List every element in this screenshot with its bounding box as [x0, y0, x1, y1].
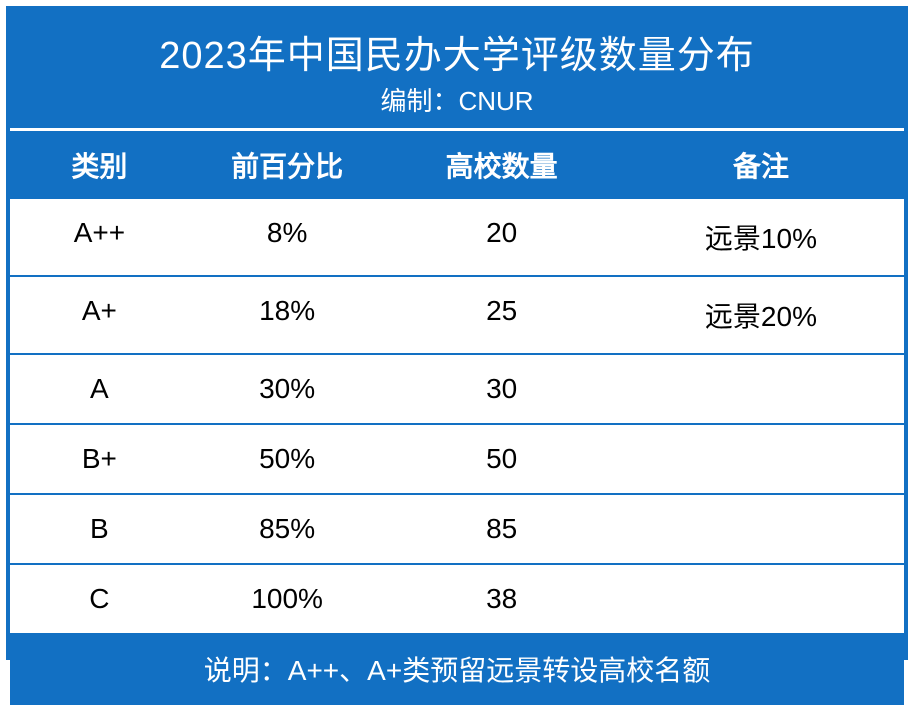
title-sub: 编制：CNUR	[10, 81, 904, 118]
cell-note	[618, 373, 904, 405]
cell-category: A+	[10, 295, 189, 335]
title-block: 2023年中国民办大学评级数量分布 编制：CNUR	[10, 10, 904, 128]
table-row: A 30% 30	[10, 355, 904, 425]
cell-percentile: 50%	[189, 443, 386, 475]
table-row: B 85% 85	[10, 495, 904, 565]
rows-container: A++ 8% 20 远景10% A+ 18% 25 远景20% A 30% 30…	[10, 199, 904, 633]
cell-category: A++	[10, 217, 189, 257]
footer-note: 说明：A++、A+类预留远景转设高校名额	[10, 633, 904, 705]
table-row: B+ 50% 50	[10, 425, 904, 495]
cell-percentile: 100%	[189, 583, 386, 615]
table-row: C 100% 38	[10, 565, 904, 633]
cell-category: B	[10, 513, 189, 545]
cell-note: 远景10%	[618, 217, 904, 257]
cell-note	[618, 513, 904, 545]
col-header-percentile: 前百分比	[189, 145, 386, 185]
cell-count: 50	[385, 443, 617, 475]
cell-category: A	[10, 373, 189, 405]
header-row: 类别 前百分比 高校数量 备注	[10, 128, 904, 199]
cell-count: 85	[385, 513, 617, 545]
cell-percentile: 8%	[189, 217, 386, 257]
cell-percentile: 85%	[189, 513, 386, 545]
table-row: A+ 18% 25 远景20%	[10, 277, 904, 355]
title-main: 2023年中国民办大学评级数量分布	[10, 24, 904, 79]
cell-count: 38	[385, 583, 617, 615]
cell-percentile: 18%	[189, 295, 386, 335]
cell-note	[618, 583, 904, 615]
cell-category: B+	[10, 443, 189, 475]
col-header-category: 类别	[10, 145, 189, 185]
cell-count: 25	[385, 295, 617, 335]
rating-table: 2023年中国民办大学评级数量分布 编制：CNUR 类别 前百分比 高校数量 备…	[6, 6, 908, 660]
col-header-count: 高校数量	[385, 145, 617, 185]
cell-note: 远景20%	[618, 295, 904, 335]
table-row: A++ 8% 20 远景10%	[10, 199, 904, 277]
cell-count: 20	[385, 217, 617, 257]
cell-note	[618, 443, 904, 475]
cell-category: C	[10, 583, 189, 615]
cell-count: 30	[385, 373, 617, 405]
col-header-note: 备注	[618, 145, 904, 185]
cell-percentile: 30%	[189, 373, 386, 405]
